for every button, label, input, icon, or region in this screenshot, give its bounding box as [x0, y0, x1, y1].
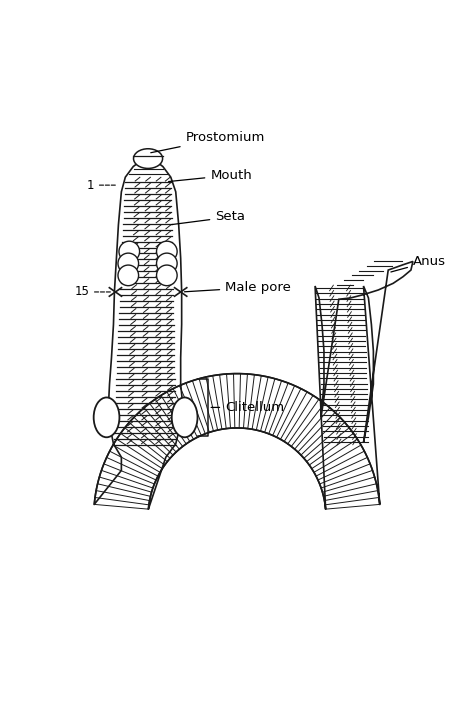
Text: 15: 15	[75, 285, 90, 299]
Polygon shape	[94, 155, 413, 509]
Circle shape	[118, 253, 138, 274]
Text: Seta: Seta	[172, 210, 245, 225]
Text: 1: 1	[86, 179, 94, 191]
Circle shape	[156, 265, 177, 286]
Ellipse shape	[94, 397, 119, 437]
Circle shape	[118, 265, 138, 286]
Circle shape	[156, 241, 177, 262]
Ellipse shape	[172, 397, 198, 437]
Text: Anus: Anus	[391, 255, 446, 272]
Text: Prostomium: Prostomium	[151, 131, 265, 152]
Circle shape	[156, 253, 177, 274]
Circle shape	[119, 241, 139, 262]
Text: Male pore: Male pore	[184, 281, 291, 294]
Ellipse shape	[134, 149, 163, 169]
Text: Mouth: Mouth	[169, 169, 252, 181]
Text: Clitellum: Clitellum	[211, 401, 284, 414]
